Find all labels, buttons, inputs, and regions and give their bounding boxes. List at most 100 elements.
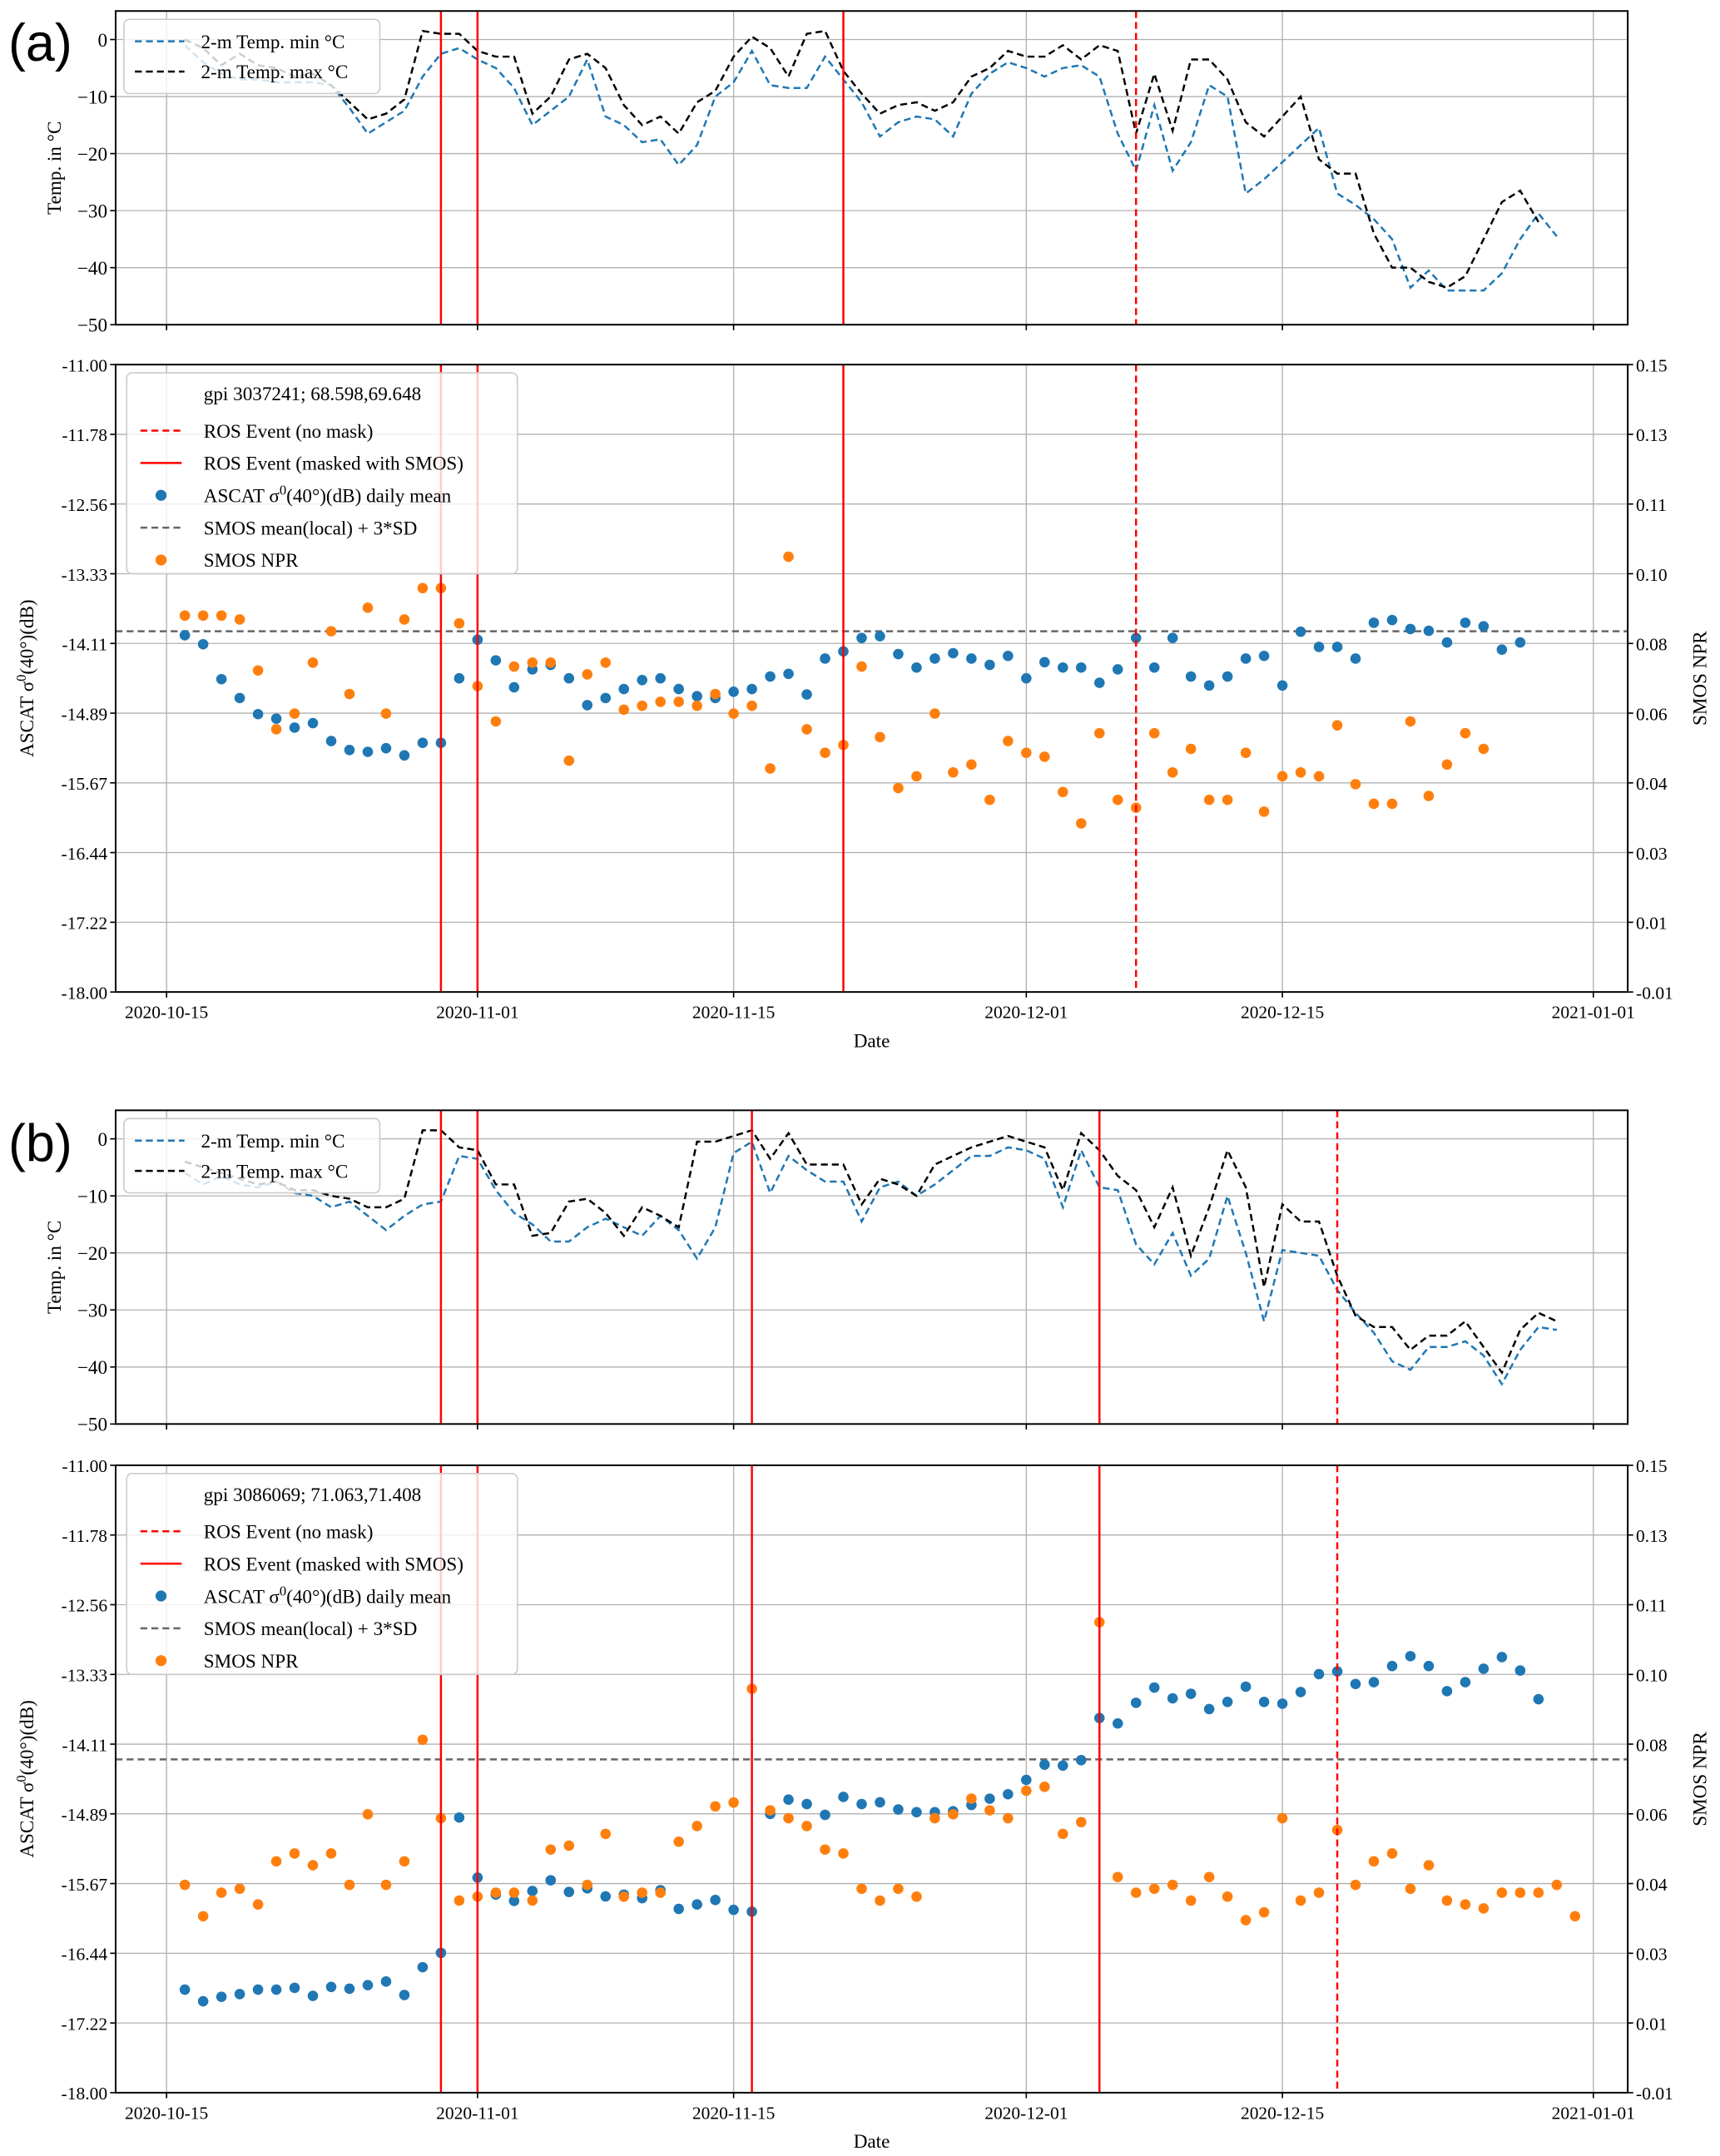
ascat-point: [179, 630, 191, 641]
ascat-point: [179, 1984, 191, 1995]
smos-npr-point: [399, 614, 410, 625]
ascat-point: [1331, 642, 1343, 652]
ascat-point: [637, 675, 647, 686]
ascat-point: [801, 1798, 812, 1810]
backscatter-subplot: -11.00 -11.78 -12.56 -13.33 -14.11 -14.89 -15.…: [12, 355, 1711, 1052]
y-tick-label: -17.22: [62, 2014, 108, 2034]
ascat-point: [490, 655, 502, 666]
smos-npr-point: [1203, 794, 1215, 805]
ascat-point: [801, 689, 812, 700]
smos-npr-point: [508, 1887, 520, 1898]
ascat-point: [875, 1797, 885, 1808]
panel-label: (a): [8, 14, 72, 72]
smos-npr-point: [563, 1840, 575, 1851]
ascat-point: [710, 1895, 721, 1906]
ascat-point: [362, 1980, 374, 1990]
ascat-point: [216, 1991, 227, 2002]
smos-npr-point: [344, 688, 355, 700]
smos-npr-point: [673, 696, 684, 707]
ascat-point: [1222, 671, 1233, 682]
smos-npr-point: [820, 747, 830, 758]
smos-npr-point: [1039, 1782, 1050, 1792]
smos-npr-point: [1240, 1915, 1252, 1926]
legend-frame: [126, 1473, 518, 1676]
backscatter-axes-frame: [114, 364, 1629, 994]
ascat-point: [399, 1990, 410, 2000]
smos-npr-point: [1295, 766, 1306, 778]
smos-npr-point: [1112, 1871, 1123, 1883]
smos-npr-series: [179, 551, 1490, 829]
smos-npr-point: [289, 708, 300, 719]
y-tick-label: -14.11: [62, 635, 107, 655]
smos-npr-point: [1441, 759, 1453, 771]
ascat-point: [728, 686, 739, 697]
smos-npr-point: [618, 1891, 630, 1902]
ascat-point: [1423, 1660, 1435, 1672]
ascat-point: [1533, 1693, 1544, 1705]
ascat-point: [838, 1792, 849, 1802]
smos-npr-point: [875, 1895, 885, 1906]
legend-label: ROS Event (no mask): [204, 421, 374, 443]
smos-npr-point: [929, 1812, 940, 1824]
y-tick-label: -16.44: [62, 1945, 108, 1965]
y-axis-label: Temp. in °C: [44, 1221, 66, 1314]
ascat-point: [655, 672, 666, 684]
smos-npr-point: [289, 1848, 300, 1859]
ascat-point: [325, 736, 337, 746]
ascat-point: [1313, 642, 1325, 652]
smos-npr-point: [1003, 736, 1014, 746]
ascat-point: [1258, 1697, 1270, 1707]
ascat-point: [1167, 1693, 1178, 1704]
y-right-tick-label: 0.03: [1636, 1945, 1668, 1965]
legend-label: ASCAT σ0(40°)(dB) daily mean: [204, 1583, 452, 1608]
ascat-point: [454, 672, 465, 684]
ascat-point: [1222, 1697, 1233, 1707]
y-right-tick-label: -0.01: [1636, 983, 1673, 1003]
ascat-point: [746, 683, 757, 695]
legend-label: ROS Event (masked with SMOS): [204, 1554, 463, 1575]
smos-npr-point: [1313, 771, 1325, 782]
ascat-point: [1386, 1660, 1398, 1672]
ascat-point: [1203, 1703, 1215, 1715]
legend-title: gpi 3086069; 71.063,71.408: [204, 1484, 421, 1506]
smos-npr-point: [1478, 743, 1490, 755]
ascat-point: [399, 750, 410, 761]
ascat-point: [197, 1995, 209, 2007]
smos-npr-point: [216, 610, 227, 622]
smos-npr-point: [1130, 1887, 1142, 1898]
smos-npr-point: [1368, 1856, 1380, 1867]
ascat-point: [691, 691, 702, 701]
smos-npr-point: [1313, 1887, 1325, 1898]
y-axis-label: ASCAT σ0(40°)(dB): [12, 599, 38, 757]
ascat-point: [911, 662, 922, 673]
y-right-tick-label: 0.01: [1636, 2014, 1668, 2034]
ascat-point: [1441, 637, 1453, 648]
y-tick-label: −20: [77, 144, 107, 166]
y-tick-label: −30: [77, 1301, 107, 1322]
ascat-point: [1276, 1698, 1288, 1709]
y-tick-label: −10: [77, 87, 107, 108]
x-axis-label: Date: [854, 2131, 890, 2152]
smos-npr-point: [234, 1883, 245, 1895]
ascat-point: [691, 1899, 702, 1910]
smos-npr-point: [1222, 794, 1233, 805]
legend-label: SMOS mean(local) + 3*SD: [204, 1618, 417, 1640]
y-right-tick-label: -0.01: [1636, 2084, 1673, 2104]
temperature-subplot: (a) 0 −10 −20 −30 −40 −50 Temp. in °C 2-m Temp. …: [8, 11, 1628, 336]
smos-npr-point: [1441, 1895, 1453, 1906]
smos-npr-point: [490, 1887, 502, 1898]
ascat-point: [307, 1990, 319, 2001]
ascat-point: [893, 1804, 904, 1815]
y-tick-label: −40: [77, 258, 107, 280]
y-tick-label: -15.67: [62, 1875, 108, 1895]
smos-npr-point: [234, 614, 245, 625]
ascat-point: [270, 713, 282, 724]
y-tick-label: -13.33: [62, 565, 108, 585]
y-tick-label: −10: [77, 1186, 107, 1207]
smos-npr-point: [765, 1805, 776, 1816]
smos-npr-point: [673, 1836, 684, 1847]
smos-npr-point: [893, 1883, 904, 1895]
ascat-point: [197, 638, 209, 650]
ascat-point: [344, 745, 355, 756]
